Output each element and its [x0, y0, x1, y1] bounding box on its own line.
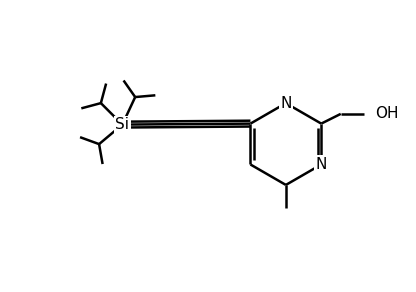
Text: N: N — [316, 157, 327, 172]
Text: OH: OH — [375, 106, 399, 121]
Text: Si: Si — [115, 117, 129, 132]
Text: N: N — [280, 96, 292, 111]
